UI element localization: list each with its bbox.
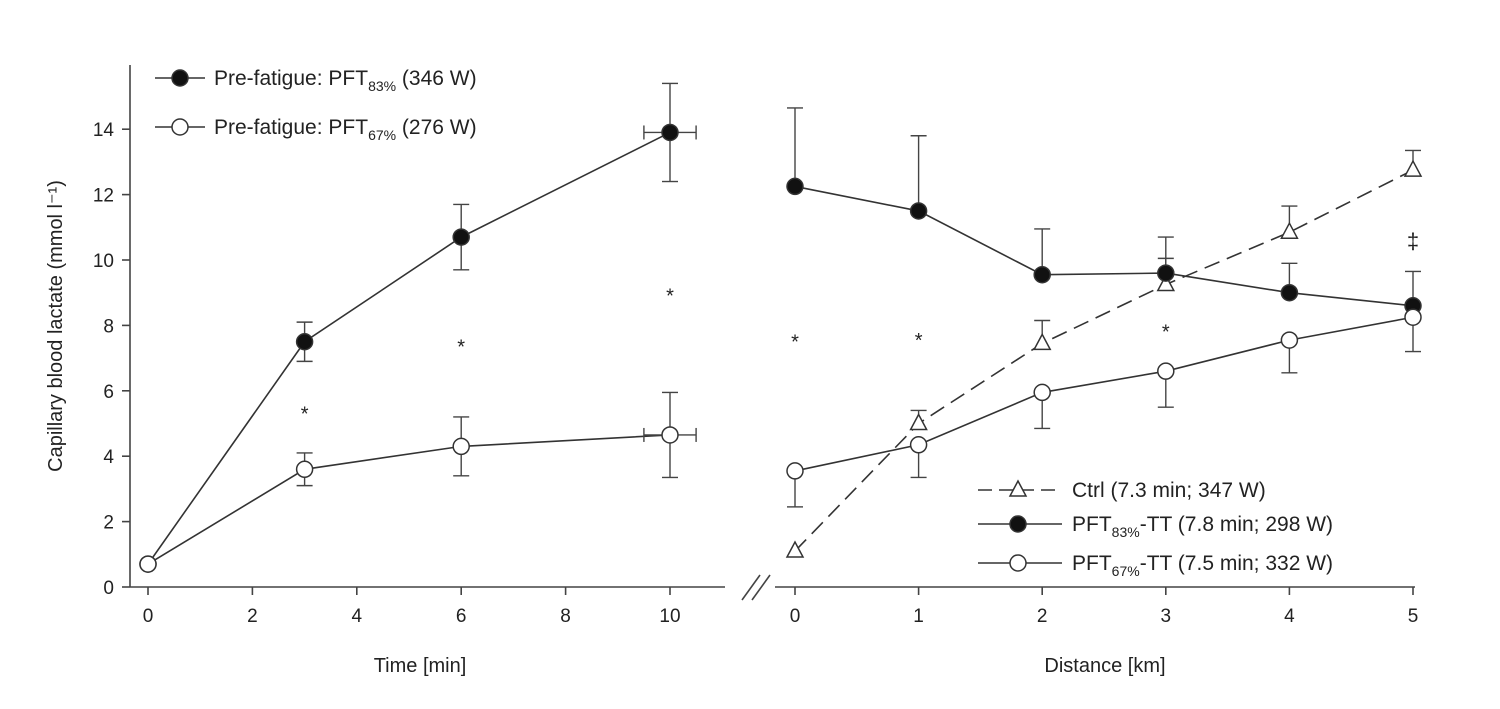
significance-marker: *: [301, 403, 309, 425]
data-point: [1280, 283, 1299, 302]
legend-item: PFT83%-TT (7.8 min; 298 W): [978, 513, 1333, 540]
legend-label: Pre-fatigue: PFT67% (276 W): [214, 116, 477, 143]
y-tick-label: 4: [103, 447, 114, 468]
legend-subscript: 83%: [368, 78, 396, 94]
series-line: [794, 169, 1414, 552]
legend-item: Ctrl (7.3 min; 347 W): [978, 479, 1266, 502]
data-point: [1032, 332, 1052, 351]
x-tick-label: 1: [913, 606, 924, 627]
data-point: [452, 228, 470, 246]
data-point: [1280, 331, 1299, 349]
legend-subscript: 83%: [1112, 524, 1140, 540]
series-line: [794, 185, 1414, 307]
y-tick-label: 0: [103, 578, 114, 599]
data-point: [295, 460, 314, 479]
data-point: [1157, 264, 1175, 282]
series-ctrl: [785, 149, 1423, 558]
x-tick-label: 3: [1161, 606, 1172, 627]
legend-text: (346 W): [396, 67, 477, 90]
data-point: [1404, 308, 1422, 326]
data-point: [139, 555, 157, 573]
data-point: [786, 462, 804, 480]
data-point: [295, 333, 314, 351]
legend-label: Ctrl (7.3 min; 347 W): [1072, 479, 1266, 502]
legend-text: -TT (7.5 min; 332 W): [1140, 552, 1333, 575]
legend-subscript: 67%: [1112, 563, 1140, 579]
legend-label: PFT67%-TT (7.5 min; 332 W): [1072, 552, 1333, 579]
series-pft83: [139, 82, 697, 573]
data-point: [1033, 383, 1051, 402]
x-tick-label: 4: [1284, 606, 1295, 627]
legend-text: Pre-fatigue: PFT: [214, 116, 368, 139]
significance-marker: ‡: [1407, 228, 1419, 253]
x-tick-label: 5: [1408, 606, 1419, 627]
x-tick-label: 2: [1037, 606, 1048, 627]
series-pft67-tt: [786, 308, 1422, 508]
legend-text: Ctrl (7.3 min; 347 W): [1072, 479, 1266, 502]
legend-text: (276 W): [396, 116, 477, 139]
y-tick-label: 14: [93, 120, 115, 141]
legend-marker: [171, 118, 189, 136]
x-axis-label-left: Time [min]: [374, 655, 467, 677]
data-point: [661, 426, 679, 444]
data-point: [1156, 273, 1176, 292]
y-tick-label: 8: [103, 316, 114, 337]
legend-marker: [1009, 554, 1027, 572]
data-point: [909, 202, 928, 220]
data-point: [1157, 362, 1175, 380]
series-pft67: [139, 391, 697, 573]
significance-marker: *: [915, 330, 923, 352]
y-tick-label: 6: [103, 382, 114, 403]
legend-marker: [171, 69, 189, 87]
y-tick-label: 10: [93, 251, 114, 272]
legend-label: PFT83%-TT (7.8 min; 298 W): [1072, 513, 1333, 540]
y-tick-label: 2: [103, 513, 114, 534]
y-tick-label: 12: [93, 186, 114, 207]
legend-marker: [1009, 515, 1027, 533]
legend-item: Pre-fatigue: PFT67% (276 W): [155, 116, 477, 143]
significance-marker: *: [791, 331, 799, 353]
series-pft83-tt: [786, 107, 1422, 315]
data-point: [452, 437, 470, 456]
data-point: [661, 123, 679, 142]
data-point: [785, 540, 805, 558]
significance-marker: *: [666, 286, 674, 308]
y-axis-label: Capillary blood lactate (mmol l⁻¹): [45, 180, 67, 472]
data-point: [1033, 265, 1051, 284]
data-point: [909, 436, 928, 454]
legend-label: Pre-fatigue: PFT83% (346 W): [214, 67, 477, 94]
x-tick-label: 4: [352, 606, 363, 627]
legend-text: -TT (7.8 min; 298 W): [1140, 513, 1333, 536]
data-point: [786, 177, 804, 196]
legend-item: Pre-fatigue: PFT83% (346 W): [155, 67, 477, 94]
series-line: [147, 131, 671, 565]
x-tick-label: 6: [456, 606, 467, 627]
x-tick-label: 10: [659, 606, 680, 627]
series-line: [794, 316, 1414, 472]
legend-text: PFT: [1072, 513, 1112, 536]
data-point: [909, 412, 928, 431]
significance-marker: *: [457, 336, 465, 358]
x-axis-label-right: Distance [km]: [1044, 655, 1165, 677]
axis-break-mark: [741, 574, 761, 601]
series-line: [147, 434, 671, 565]
significance-marker: *: [1162, 322, 1170, 344]
legend-subscript: 67%: [368, 127, 396, 143]
x-tick-label: 0: [790, 606, 801, 627]
legend-text: PFT: [1072, 552, 1112, 575]
legend-item: PFT67%-TT (7.5 min; 332 W): [978, 552, 1333, 579]
data-point: [1280, 221, 1299, 239]
x-tick-label: 2: [247, 606, 258, 627]
axes: Time [min] Distance [km] Capillary blood…: [45, 65, 1418, 677]
data-point: [1403, 159, 1423, 177]
axis-break-mark: [751, 574, 771, 601]
x-tick-label: 0: [143, 606, 154, 627]
legend-text: Pre-fatigue: PFT: [214, 67, 368, 90]
legend-marker: [1008, 479, 1028, 497]
x-tick-label: 8: [560, 606, 571, 627]
